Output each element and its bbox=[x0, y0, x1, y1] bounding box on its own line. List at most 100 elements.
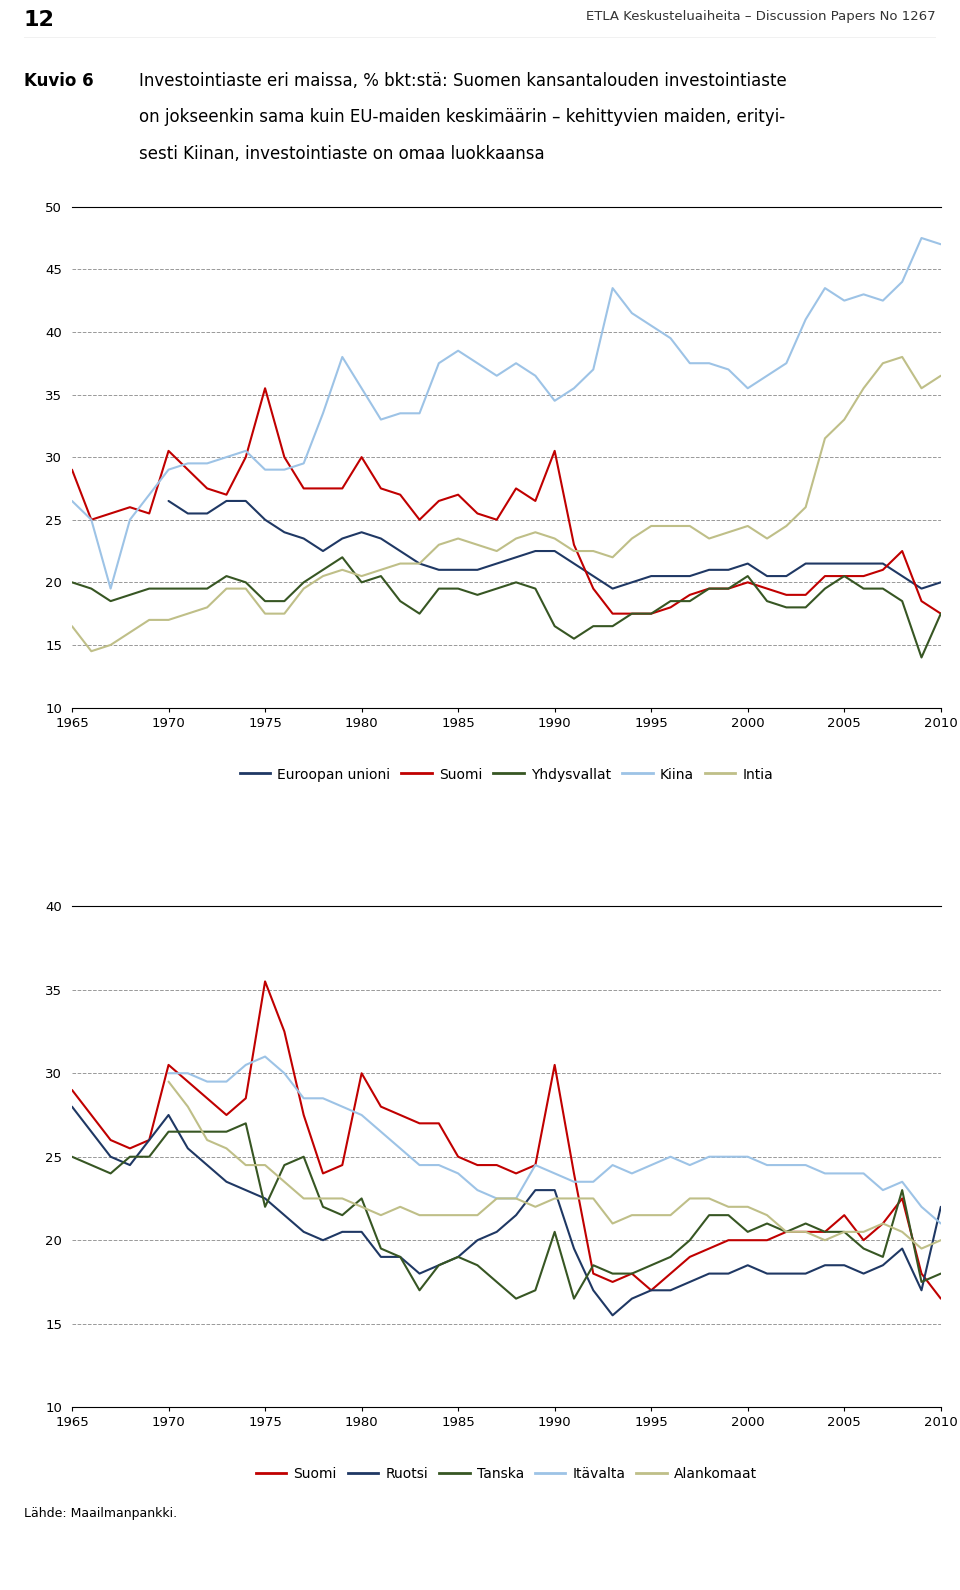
Itävalta bbox=[704, 1148, 715, 1167]
Itävalta bbox=[588, 1172, 599, 1191]
Itävalta bbox=[723, 1148, 734, 1167]
Yhdysvallat bbox=[278, 591, 290, 611]
Intia bbox=[742, 517, 754, 536]
Euroopan unioni bbox=[471, 560, 483, 579]
Suomi bbox=[723, 1231, 734, 1250]
Kiina bbox=[317, 404, 328, 423]
Suomi bbox=[800, 1223, 811, 1242]
Tanska bbox=[375, 1239, 387, 1258]
Itävalta bbox=[240, 1056, 252, 1075]
Line: Suomi: Suomi bbox=[72, 981, 941, 1299]
Kiina bbox=[645, 316, 657, 335]
Ruotsi bbox=[452, 1247, 464, 1266]
Intia bbox=[66, 617, 78, 636]
Itävalta bbox=[780, 1156, 792, 1175]
Kiina bbox=[414, 404, 425, 423]
Intia bbox=[163, 611, 175, 630]
Euroopan unioni bbox=[317, 542, 328, 561]
Suomi bbox=[471, 1156, 483, 1175]
Text: ETLA Keskusteluaiheita – Discussion Papers No 1267: ETLA Keskusteluaiheita – Discussion Pape… bbox=[587, 10, 936, 24]
Ruotsi bbox=[684, 1272, 696, 1291]
Tanska bbox=[163, 1123, 175, 1142]
Ruotsi bbox=[375, 1247, 387, 1266]
Euroopan unioni bbox=[780, 566, 792, 585]
Suomi bbox=[511, 479, 522, 498]
Itävalta bbox=[163, 1064, 175, 1083]
Itävalta bbox=[278, 1064, 290, 1083]
Tanska bbox=[723, 1205, 734, 1224]
Tanska bbox=[588, 1256, 599, 1275]
Suomi bbox=[897, 1189, 908, 1208]
Yhdysvallat bbox=[491, 579, 502, 598]
Suomi bbox=[588, 579, 599, 598]
Intia bbox=[645, 517, 657, 536]
Suomi bbox=[742, 572, 754, 591]
Suomi bbox=[511, 1164, 522, 1183]
Ruotsi bbox=[278, 1205, 290, 1224]
Kiina bbox=[163, 460, 175, 479]
Alankomaat bbox=[530, 1197, 541, 1216]
Suomi bbox=[935, 604, 947, 623]
Ruotsi bbox=[298, 1223, 309, 1242]
Tanska bbox=[511, 1289, 522, 1309]
Kiina bbox=[395, 404, 406, 423]
Tanska bbox=[278, 1156, 290, 1175]
Alankomaat bbox=[221, 1138, 232, 1158]
Alankomaat bbox=[645, 1205, 657, 1224]
Suomi bbox=[549, 1056, 561, 1075]
Euroopan unioni bbox=[935, 572, 947, 591]
Kiina bbox=[819, 278, 830, 297]
Tanska bbox=[143, 1148, 155, 1167]
Ruotsi bbox=[240, 1180, 252, 1199]
Intia bbox=[935, 366, 947, 385]
Yhdysvallat bbox=[684, 591, 696, 611]
Ruotsi bbox=[163, 1105, 175, 1124]
Intia bbox=[240, 579, 252, 598]
Euroopan unioni bbox=[491, 553, 502, 572]
Suomi bbox=[916, 591, 927, 611]
Suomi bbox=[897, 542, 908, 561]
Suomi bbox=[278, 1022, 290, 1041]
Suomi bbox=[935, 1289, 947, 1309]
Euroopan unioni bbox=[819, 553, 830, 572]
Alankomaat bbox=[240, 1156, 252, 1175]
Intia bbox=[317, 566, 328, 585]
Kiina bbox=[85, 510, 97, 529]
Suomi bbox=[221, 1105, 232, 1124]
Line: Itävalta: Itävalta bbox=[169, 1057, 941, 1224]
Kiina bbox=[298, 453, 309, 472]
Yhdysvallat bbox=[664, 591, 676, 611]
Intia bbox=[664, 517, 676, 536]
Kiina bbox=[66, 491, 78, 510]
Suomi bbox=[105, 1130, 116, 1150]
Suomi bbox=[317, 1164, 328, 1183]
Tanska bbox=[568, 1289, 580, 1309]
Suomi bbox=[66, 1081, 78, 1100]
Euroopan unioni bbox=[356, 523, 368, 542]
Yhdysvallat bbox=[858, 579, 870, 598]
Suomi bbox=[124, 498, 135, 517]
Yhdysvallat bbox=[414, 604, 425, 623]
Euroopan unioni bbox=[375, 529, 387, 549]
Itävalta bbox=[337, 1097, 348, 1116]
Yhdysvallat bbox=[626, 604, 637, 623]
Intia bbox=[588, 542, 599, 561]
Intia bbox=[626, 529, 637, 549]
Intia bbox=[819, 429, 830, 448]
Alankomaat bbox=[935, 1231, 947, 1250]
Suomi bbox=[452, 485, 464, 504]
Yhdysvallat bbox=[511, 572, 522, 591]
Tanska bbox=[626, 1264, 637, 1283]
Yhdysvallat bbox=[568, 630, 580, 649]
Ruotsi bbox=[877, 1256, 889, 1275]
Intia bbox=[568, 542, 580, 561]
Euroopan unioni bbox=[645, 566, 657, 585]
Yhdysvallat bbox=[838, 566, 850, 585]
Tanska bbox=[780, 1223, 792, 1242]
Ruotsi bbox=[935, 1197, 947, 1216]
Suomi bbox=[761, 1231, 773, 1250]
Intia bbox=[511, 529, 522, 549]
Itävalta bbox=[452, 1164, 464, 1183]
Euroopan unioni bbox=[588, 566, 599, 585]
Intia bbox=[897, 348, 908, 367]
